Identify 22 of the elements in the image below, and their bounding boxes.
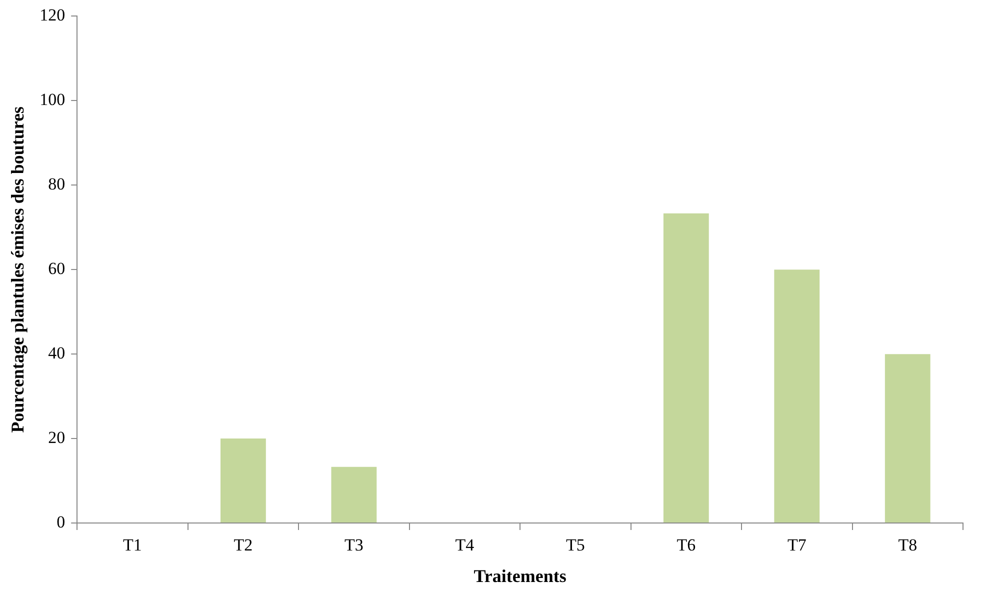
x-tick-label: T8 <box>898 536 918 555</box>
bar <box>663 213 709 522</box>
x-tick-label: T1 <box>123 536 142 555</box>
y-tick-label: 100 <box>40 90 66 110</box>
bar <box>884 354 930 522</box>
y-tick-label: 20 <box>48 428 66 447</box>
y-tick-label: 0 <box>56 512 66 532</box>
bar <box>220 438 266 522</box>
bar <box>774 270 820 522</box>
y-tick-label: 40 <box>48 344 66 363</box>
y-tick-label: 120 <box>40 6 66 25</box>
bar <box>331 466 377 522</box>
y-tick-label: 80 <box>48 174 66 194</box>
x-tick-label: T3 <box>344 536 364 555</box>
x-tick-label: T5 <box>566 536 585 555</box>
x-axis-title: Traitements <box>474 566 566 586</box>
y-axis-title: Pourcentage plantules émises des boutures <box>7 106 28 433</box>
y-tick-label: 60 <box>48 259 66 278</box>
x-tick-label: T7 <box>787 536 807 555</box>
x-tick-label: T6 <box>676 536 696 555</box>
x-tick-label: T4 <box>455 536 475 555</box>
x-tick-label: T2 <box>234 536 253 555</box>
